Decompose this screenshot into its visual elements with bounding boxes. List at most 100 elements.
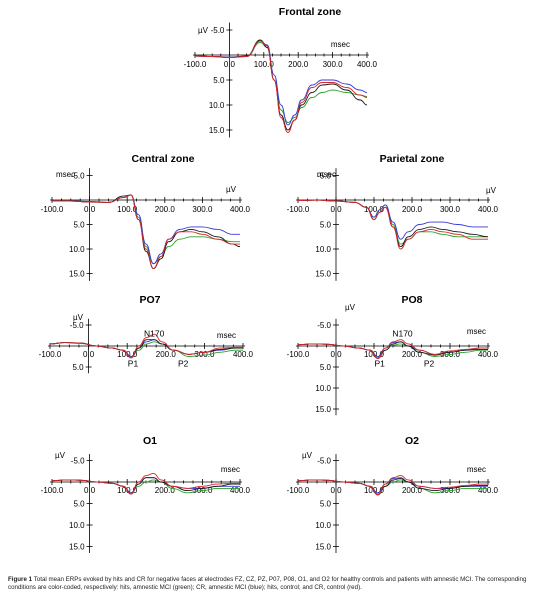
component-label: P1	[128, 359, 139, 369]
y-tick-label: -5.0	[71, 172, 85, 181]
y-tick-label: 10.0	[69, 521, 85, 530]
y-tick-label: 15.0	[209, 126, 225, 135]
y-tick-label: 5.0	[320, 221, 332, 230]
x-tick-label: 400.0	[478, 350, 499, 359]
x-tick-label: 100.0	[117, 205, 138, 214]
x-tick-label: 200.0	[402, 486, 423, 495]
chart-panel-o1: O1-100.0 0.0 100.0 200.0 300.0 400.0-5.05.010…	[41, 435, 251, 553]
erp-trace-4	[49, 333, 243, 359]
component-label: N170	[392, 328, 413, 338]
x-tick-label: 0.0	[330, 350, 342, 359]
x-tick-label: -100.0	[287, 205, 310, 214]
y-tick-label: 10.0	[69, 245, 85, 254]
y-axis-unit: µV	[302, 451, 313, 460]
x-axis-unit: msec	[221, 465, 240, 474]
y-tick-label: 15.0	[69, 270, 85, 279]
y-tick-label: -5.0	[317, 457, 331, 466]
erp-trace-4	[51, 472, 241, 495]
chart-panel-po8: PO8-100.0 0.0 100.0 200.0 300.0 400.0-5.05.01…	[287, 294, 499, 416]
y-axis-unit: msec	[56, 170, 75, 179]
x-tick-label: -100.0	[184, 60, 207, 69]
y-tick-label: 5.0	[320, 363, 332, 372]
x-tick-label: 100.0	[364, 205, 385, 214]
x-axis-unit: msec	[331, 40, 350, 49]
y-axis-unit: µV	[198, 26, 209, 35]
chart-title: O1	[143, 435, 157, 447]
caption-text: Total mean ERPs evoked by hits and CR fo…	[8, 576, 527, 591]
x-tick-label: 300.0	[192, 205, 213, 214]
chart-title: Central zone	[131, 153, 194, 165]
x-tick-label: -100.0	[41, 486, 64, 495]
y-tick-label: 15.0	[315, 270, 331, 279]
y-tick-label: 15.0	[315, 543, 331, 552]
y-tick-label: 10.0	[315, 521, 331, 530]
y-tick-label: 10.0	[209, 101, 225, 110]
x-tick-label: 400.0	[357, 60, 378, 69]
y-axis-unit: µV	[345, 303, 356, 312]
erp-trace-4	[297, 199, 488, 250]
figure-caption: Figure 1 Total mean ERPs evoked by hits …	[8, 576, 534, 592]
caption-label: Figure 1	[8, 576, 33, 583]
chart-title: O2	[405, 435, 419, 447]
chart-panel-parietal: Parietal zone -100.0 0.0 100.0 200.0 300.0 400…	[287, 153, 499, 281]
y-tick-label: 5.0	[213, 76, 225, 85]
x-tick-label: 400.0	[478, 205, 499, 214]
x-tick-label: 200.0	[156, 350, 177, 359]
y-tick-label: 5.0	[73, 500, 85, 509]
chart-panel-central: Central zone -100.0 0.0 100.0 200.0 300.0 400.…	[41, 153, 251, 281]
x-tick-label: 300.0	[440, 205, 461, 214]
y-tick-label: 10.0	[315, 384, 331, 393]
x-tick-label: 0.0	[83, 350, 95, 359]
y-tick-label: 15.0	[315, 405, 331, 414]
x-tick-label: 0.0	[84, 205, 96, 214]
chart-panel-o2: O2-100.0 0.0 100.0 200.0 300.0 400.0-5.05.010…	[287, 435, 499, 553]
y-axis-unit: µV	[55, 451, 66, 460]
erp-trace-4	[297, 475, 488, 496]
y-tick-label: -5.0	[211, 26, 225, 35]
y-axis-unit: µV	[73, 313, 84, 322]
x-axis-unit: msec	[467, 465, 486, 474]
x-tick-label: 200.0	[402, 350, 423, 359]
x-tick-label: 200.0	[288, 60, 309, 69]
x-tick-label: -100.0	[39, 350, 62, 359]
x-axis-unit: µV	[226, 185, 237, 194]
x-tick-label: 0.0	[330, 205, 342, 214]
x-tick-label: 300.0	[323, 60, 344, 69]
x-tick-label: 300.0	[194, 350, 215, 359]
x-tick-label: 400.0	[230, 486, 251, 495]
x-axis-unit: msec	[317, 170, 336, 179]
x-tick-label: 400.0	[233, 350, 254, 359]
y-tick-label: 5.0	[72, 363, 84, 372]
erp-trace-4	[52, 194, 240, 270]
component-label: N170	[144, 328, 165, 338]
y-axis-unit: µV	[486, 186, 497, 195]
y-tick-label: -5.0	[70, 321, 84, 330]
y-tick-label: -5.0	[317, 172, 331, 181]
component-label: P1	[374, 359, 385, 369]
x-tick-label: 200.0	[155, 486, 176, 495]
y-tick-label: -5.0	[317, 321, 331, 330]
x-tick-label: 400.0	[478, 486, 499, 495]
x-tick-label: 0.0	[330, 486, 342, 495]
component-label: P2	[424, 359, 435, 369]
x-tick-label: 0.0	[84, 486, 96, 495]
erp-trace-4	[194, 40, 368, 133]
x-tick-label: 200.0	[155, 205, 176, 214]
chart-title: Parietal zone	[380, 153, 445, 165]
x-tick-label: -100.0	[41, 205, 64, 214]
x-tick-label: 400.0	[230, 205, 251, 214]
x-tick-label: 200.0	[402, 205, 423, 214]
y-tick-label: 5.0	[73, 221, 85, 230]
component-label: P2	[178, 359, 189, 369]
chart-panel-frontal: Frontal zone -100.0 0.0 100.0 200.0 300.0 400.…	[184, 6, 378, 138]
y-tick-label: -5.0	[71, 457, 85, 466]
y-tick-label: 10.0	[315, 245, 331, 254]
y-tick-label: 5.0	[320, 500, 332, 509]
y-tick-label: 15.0	[69, 543, 85, 552]
x-axis-unit: msec	[467, 327, 486, 336]
x-axis-unit: msec	[217, 331, 236, 340]
erp-trace-4	[297, 339, 488, 360]
chart-title: Frontal zone	[279, 6, 342, 18]
chart-panel-po7: PO7-100.0 0.0 100.0 200.0 300.0 400.0-5.05.0µ…	[39, 294, 254, 374]
